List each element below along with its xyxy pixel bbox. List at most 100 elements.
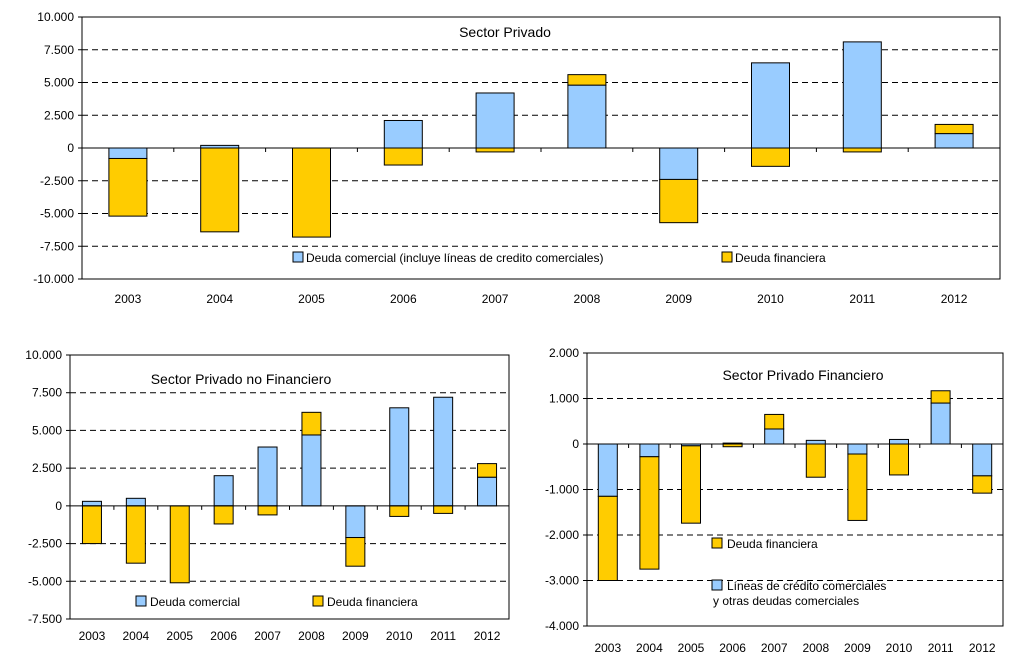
y-tick-label: 1.000 <box>549 392 579 406</box>
x-tick-label: 2010 <box>886 641 913 653</box>
legend-swatch-financial <box>711 537 723 549</box>
x-tick-label: 2011 <box>849 292 875 306</box>
y-tick-label: 10.000 <box>25 348 62 362</box>
y-tick-label: 2.500 <box>44 108 74 122</box>
chart-svg-sector-privado: -10.000 -7.500 -5.000 -2.500 0 2.500 5.000 7.50… <box>33 10 1001 306</box>
bar-commercial <box>972 443 993 477</box>
x-tick-label: 2009 <box>844 641 871 653</box>
bar-financial <box>257 505 278 516</box>
x-tick-label: 2004 <box>636 641 663 653</box>
x-tick-label: 2005 <box>678 641 705 653</box>
legend-label: Deuda financiera <box>735 251 826 265</box>
bar-commercial <box>659 147 699 180</box>
bar-commercial <box>889 438 909 445</box>
y-tick-label: -3.000 <box>545 574 579 588</box>
bar-commercial <box>567 84 607 149</box>
x-tick-label: 2005 <box>298 292 325 306</box>
bar-commercial <box>805 439 826 445</box>
x-tick-label: 2007 <box>254 629 281 643</box>
bar-financial <box>659 178 699 224</box>
bar-financial <box>108 157 148 217</box>
bar-commercial <box>108 147 148 159</box>
y-tick-label: -5.000 <box>40 207 74 221</box>
bar-financial <box>383 147 423 166</box>
bar-financial <box>805 443 826 478</box>
x-tick-label: 2006 <box>390 292 417 306</box>
bar-commercial <box>301 434 322 507</box>
legend-swatch-commercial <box>711 579 723 591</box>
x-tick-label: 2011 <box>928 641 954 653</box>
bar-financial <box>389 505 410 517</box>
legend-label: Líneas de crédito comerciales y otras deu… <box>713 579 886 608</box>
y-tick-label: 5.000 <box>32 423 62 437</box>
chart-svg-sector-privado-financiero: -4.000 -3.000 -2.000 -1.000 0 1.000 2.000 2003 2… <box>545 346 1004 653</box>
bar-commercial <box>764 428 785 445</box>
bar-commercial <box>345 505 366 539</box>
bar-financial <box>81 505 102 545</box>
bar-financial <box>345 537 366 567</box>
bar-commercial <box>383 119 423 149</box>
y-tick-label: 7.500 <box>32 386 62 400</box>
bar-commercial <box>477 476 498 507</box>
chart-title: Sector Privado Financiero <box>722 367 883 383</box>
bar-commercial <box>433 396 454 507</box>
y-tick-label: 2.000 <box>549 346 579 360</box>
chart-title: Sector Privado no Financiero <box>151 371 332 387</box>
x-tick-label: 2003 <box>115 292 142 306</box>
chart-title: Sector Privado <box>459 24 551 40</box>
bar-financial <box>847 453 868 521</box>
bar-financial <box>433 505 454 514</box>
x-tick-label: 2008 <box>574 292 601 306</box>
x-tick-label: 2003 <box>594 641 621 653</box>
bar-financial <box>889 443 909 476</box>
bar-financial <box>972 475 993 494</box>
bar-financial <box>639 456 660 570</box>
legend-label: Deuda financiera <box>727 537 818 551</box>
bar-commercial <box>842 41 882 149</box>
y-tick-label: -5.000 <box>28 574 62 588</box>
x-tick-label: 2012 <box>969 641 996 653</box>
bar-financial <box>477 463 498 478</box>
bar-commercial <box>934 133 974 149</box>
legend-label: Deuda financiera <box>327 595 418 609</box>
bar-financial <box>567 74 607 86</box>
x-tick-label: 2009 <box>342 629 369 643</box>
y-tick-label: 2.500 <box>32 461 62 475</box>
chart-sector-privado: -10.000 -7.500 -5.000 -2.500 0 2.500 5.000 7.50… <box>0 0 1013 320</box>
bar-financial <box>292 147 331 238</box>
bar-financial <box>475 147 515 153</box>
y-tick-label: 10.000 <box>37 10 74 24</box>
y-tick-label: -7.500 <box>40 239 74 253</box>
bar-financial <box>125 505 146 564</box>
bar-financial <box>301 411 322 436</box>
y-tick-label: 0 <box>572 437 579 451</box>
bar-commercial <box>847 443 868 455</box>
y-tick-label: 0 <box>67 141 74 155</box>
y-tick-label: -7.500 <box>28 612 62 626</box>
bar-commercial <box>475 92 515 149</box>
x-tick-label: 2007 <box>482 292 509 306</box>
y-tick-label: -2.000 <box>545 528 579 542</box>
x-tick-label: 2008 <box>298 629 325 643</box>
bar-financial <box>681 445 701 524</box>
bar-financial <box>213 505 234 525</box>
bar-financial <box>169 505 190 584</box>
legend-swatch-commercial <box>135 595 147 607</box>
legend-swatch-financial <box>312 595 324 607</box>
y-tick-label: -2.500 <box>40 174 74 188</box>
legend-swatch-financial <box>721 251 733 263</box>
bar-financial <box>930 390 951 404</box>
x-tick-label: 2006 <box>719 641 746 653</box>
bar-commercial <box>639 443 660 458</box>
chart-sector-privado-financiero: -4.000 -3.000 -2.000 -1.000 0 1.000 2.000 2003 2… <box>525 340 1013 653</box>
x-tick-label: 2004 <box>122 629 149 643</box>
chart-svg-sector-privado-no-financiero: -7.500 -5.000 -2.500 0 2.500 5.000 7.500 10.000… <box>25 348 510 643</box>
chart-sector-privado-no-financiero: -7.500 -5.000 -2.500 0 2.500 5.000 7.500 10.000… <box>0 340 520 653</box>
legend-label: Deuda comercial (incluye líneas de credi… <box>306 251 603 265</box>
bar-commercial <box>257 446 278 507</box>
x-tick-label: 2010 <box>386 629 413 643</box>
bar-commercial <box>81 500 102 507</box>
legend-swatch-commercial <box>292 251 304 263</box>
bar-financial <box>764 413 785 430</box>
bar-financial <box>751 147 790 167</box>
